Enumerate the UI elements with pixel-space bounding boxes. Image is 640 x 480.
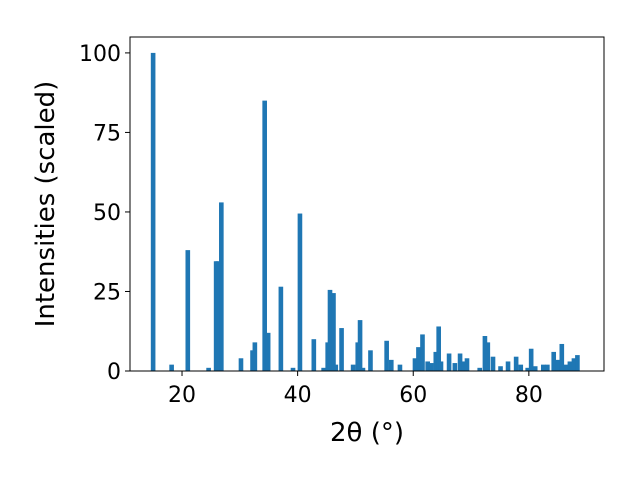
bar: [262, 100, 267, 372]
bar: [297, 213, 303, 371]
y-tick-label: 0: [107, 360, 121, 385]
bar: [150, 52, 156, 372]
bar: [490, 356, 496, 371]
x-axis-label: 2θ (°): [330, 418, 404, 448]
bar: [290, 367, 296, 371]
bar: [461, 361, 466, 371]
bar: [446, 353, 452, 371]
x-tick-label: 40: [284, 383, 312, 408]
x-tick-label: 20: [168, 383, 196, 408]
bar: [350, 364, 356, 371]
bar: [357, 320, 363, 371]
bar: [545, 364, 550, 371]
bar: [420, 334, 425, 371]
bar: [327, 289, 333, 371]
bar: [567, 361, 573, 371]
y-axis-label: Intensities (scaled): [31, 81, 61, 328]
bar: [412, 358, 418, 371]
bar: [238, 358, 244, 371]
bar: [485, 342, 491, 371]
y-tick-label: 100: [79, 42, 121, 67]
bar: [551, 351, 557, 371]
bar: [438, 361, 444, 371]
bar: [436, 326, 441, 371]
bar: [388, 359, 394, 371]
bar: [452, 363, 458, 371]
bar: [532, 366, 538, 371]
bar: [265, 332, 271, 371]
bar: [360, 367, 366, 371]
bar: [206, 367, 211, 371]
y-tick-label: 50: [93, 201, 121, 226]
bar: [477, 367, 483, 371]
x-axis-ticks: 20 40 60 80: [168, 371, 543, 408]
bar: [571, 358, 577, 371]
bar: [311, 339, 317, 371]
bar: [252, 342, 258, 371]
bar: [215, 261, 221, 371]
bar: [559, 343, 565, 371]
bar: [185, 250, 191, 371]
plot-frame: [129, 36, 605, 372]
bar: [482, 336, 488, 371]
bar: [416, 347, 421, 371]
bar: [433, 351, 439, 371]
bar: [368, 350, 373, 371]
bar: [505, 361, 511, 371]
bar: [425, 361, 430, 371]
y-axis-ticks: 0 25 50 75 100: [79, 42, 130, 385]
bar: [457, 353, 463, 371]
bars-group: [150, 52, 580, 372]
x-tick-label: 60: [399, 383, 427, 408]
bar: [518, 364, 524, 371]
bar: [498, 366, 503, 371]
bar: [321, 367, 326, 371]
bar: [563, 364, 569, 371]
bar: [555, 359, 561, 371]
bar: [528, 348, 534, 371]
bar: [397, 364, 403, 371]
bar: [331, 293, 336, 371]
y-tick-label: 25: [93, 280, 121, 305]
bar: [525, 367, 531, 371]
bar: [384, 340, 389, 371]
bar: [464, 358, 470, 371]
bar: [540, 364, 546, 371]
bar: [339, 328, 344, 371]
bar: [219, 202, 224, 371]
x-tick-label: 80: [515, 383, 543, 408]
bar: [428, 363, 434, 371]
bar: [278, 286, 284, 371]
bar: [250, 350, 255, 371]
bar: [169, 364, 174, 371]
bar: [513, 356, 519, 371]
y-tick-label: 75: [93, 121, 121, 146]
bar: [333, 364, 339, 371]
bar: [575, 355, 580, 371]
